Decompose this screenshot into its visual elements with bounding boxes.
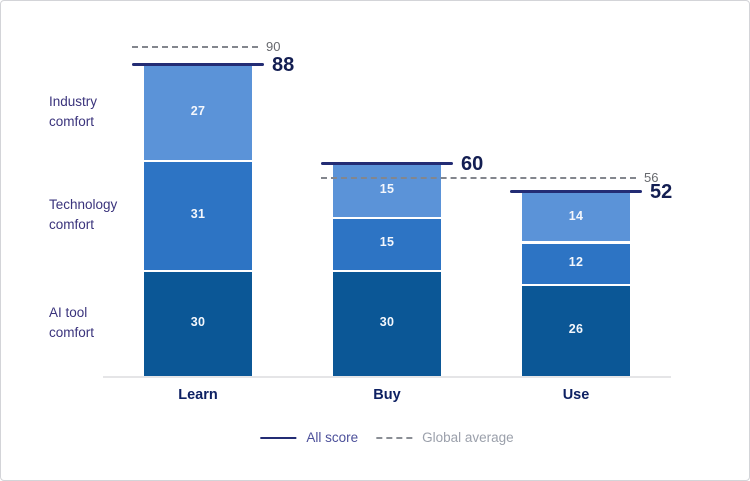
legend-global-average-label: Global average xyxy=(422,430,514,445)
bar-segment-use-0 xyxy=(522,284,630,376)
bar-segment-buy-0 xyxy=(333,269,441,376)
series-label-0: AI tool comfort xyxy=(49,304,95,340)
global-average-value: 56 xyxy=(644,169,659,185)
bar-segment-buy-2 xyxy=(333,163,441,217)
bar-segment-value: 27 xyxy=(190,104,206,119)
all-score-line xyxy=(510,189,642,193)
bar-segment-buy-1 xyxy=(333,216,441,270)
bar-segment-value: 26 xyxy=(568,322,584,336)
global-average-line-sample xyxy=(376,436,413,439)
global-average-line xyxy=(132,45,258,48)
bar-segment-use-1 xyxy=(522,241,630,284)
bar-segment-value: 31 xyxy=(190,206,206,221)
category-label: Buy xyxy=(373,387,401,403)
series-label-2: Industry comfort xyxy=(49,94,98,130)
bar-segment-value: 30 xyxy=(379,314,395,329)
legend-all-score-label: All score xyxy=(306,430,359,445)
global-average-line xyxy=(321,176,636,179)
category-label: Learn xyxy=(178,387,218,403)
all-score-value: 88 xyxy=(272,53,295,76)
legend: All score Global average xyxy=(260,430,514,445)
bar-segment-value: 30 xyxy=(190,314,206,329)
bar-segment-learn-1 xyxy=(144,160,252,270)
bar-segment-use-2 xyxy=(522,191,630,242)
all-score-line xyxy=(321,161,453,165)
bar-segment-learn-2 xyxy=(144,64,252,161)
all-score-value: 52 xyxy=(650,180,673,203)
all-score-line xyxy=(132,62,264,66)
bar-segment-value: 14 xyxy=(568,208,584,223)
all-score-value: 60 xyxy=(461,152,484,175)
series-label-1: Technology comfort xyxy=(49,196,118,232)
all-score-line-sample xyxy=(260,436,297,439)
global-average-value: 90 xyxy=(266,38,281,54)
bar-segment-value: 15 xyxy=(379,182,395,197)
bar-segment-learn-0 xyxy=(144,269,252,376)
category-label: Use xyxy=(562,387,590,403)
bar-segment-value: 15 xyxy=(379,235,395,250)
x-axis-line xyxy=(103,376,671,378)
bar-segment-value: 12 xyxy=(568,254,584,269)
